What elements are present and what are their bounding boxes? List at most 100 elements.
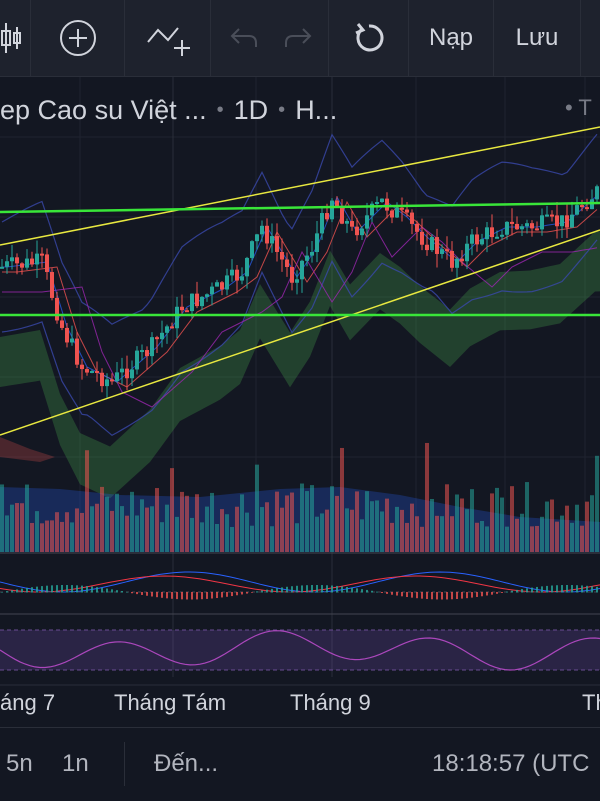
- candle-body: [455, 258, 459, 268]
- macd-histogram-bar: [596, 586, 598, 593]
- candle-body: [370, 203, 374, 216]
- ma-slow: [2, 220, 598, 408]
- volume-bar: [440, 516, 444, 552]
- macd-histogram-bar: [206, 592, 208, 599]
- candle-body: [290, 266, 294, 283]
- compare-add-button[interactable]: [31, 0, 124, 76]
- candle-body: [40, 253, 44, 256]
- volume-bar: [555, 521, 559, 552]
- macd-histogram-bar: [121, 591, 123, 593]
- macd-histogram-bar: [316, 585, 318, 593]
- macd-histogram-bar: [51, 585, 53, 593]
- macd-histogram-bar: [136, 592, 138, 595]
- volume-bar: [285, 495, 289, 552]
- macd-histogram-bar: [231, 592, 233, 597]
- candle-body: [460, 258, 464, 262]
- macd-histogram-bar: [296, 585, 298, 593]
- macd-histogram-bar: [91, 586, 93, 593]
- exchange-label: H...: [295, 94, 338, 125]
- macd-histogram-bar: [46, 585, 48, 593]
- rsi-pane: [0, 629, 600, 671]
- candle-body: [5, 261, 9, 267]
- indicator-add-icon: [146, 27, 190, 56]
- load-layout-button[interactable]: Nạp: [428, 24, 474, 51]
- redo-button[interactable]: [276, 0, 320, 76]
- plus-circle-icon: [59, 20, 96, 56]
- volume-bar: [235, 506, 239, 552]
- macd-histogram-bar: [351, 587, 353, 593]
- chart-type-button[interactable]: [0, 0, 22, 76]
- macd-histogram-bar: [96, 587, 98, 593]
- interval-label[interactable]: 1D: [233, 94, 269, 125]
- macd-histogram-bar: [16, 589, 18, 593]
- price-chart[interactable]: [0, 77, 600, 725]
- candle-body: [595, 186, 599, 200]
- volume-bar: [295, 523, 299, 552]
- candle-body: [25, 258, 29, 268]
- macd-histogram-bar: [456, 592, 458, 600]
- goto-date-button[interactable]: Đến...: [154, 750, 219, 777]
- volume-bar: [330, 486, 334, 552]
- volume-bar: [580, 525, 584, 552]
- volume-bar: [425, 442, 429, 552]
- indicator-legend-label: T: [578, 95, 592, 120]
- undo-button[interactable]: [222, 0, 266, 76]
- macd-histogram-bar: [326, 585, 328, 593]
- candle-body: [380, 198, 384, 203]
- candle-body: [310, 252, 314, 256]
- volume-bar: [260, 507, 264, 552]
- candle-body: [125, 368, 129, 379]
- save-layout-button[interactable]: Lưu: [515, 24, 559, 51]
- macd-histogram-bar: [451, 592, 453, 600]
- macd-histogram-bar: [101, 587, 103, 593]
- candle-body: [245, 257, 249, 277]
- indicator-legend[interactable]: • T: [565, 95, 592, 120]
- candle-body: [570, 214, 574, 228]
- symbol-name[interactable]: ep Cao su Việt ...: [0, 94, 207, 125]
- candle-body: [85, 369, 89, 373]
- volume-bar: [550, 499, 554, 552]
- indicators-button[interactable]: [125, 0, 210, 76]
- volume-bar: [505, 526, 509, 552]
- macd-histogram-bar: [131, 592, 133, 594]
- volume-bar: [100, 486, 104, 552]
- volume-bar: [195, 494, 199, 552]
- range-1y-button[interactable]: 1n: [62, 750, 89, 777]
- candle-body: [355, 226, 359, 236]
- macd-histogram-bar: [106, 588, 108, 593]
- macd-histogram-bar: [256, 591, 258, 593]
- macd-histogram-bar: [486, 592, 488, 596]
- volume-bar: [480, 520, 484, 552]
- candle-body: [485, 227, 489, 240]
- candle-body: [200, 296, 204, 307]
- range-5y-button[interactable]: 5n: [6, 750, 33, 777]
- macd-histogram-bar: [241, 592, 243, 595]
- reload-button[interactable]: [329, 0, 408, 76]
- volume-bar: [510, 486, 514, 552]
- candle-body: [130, 369, 134, 379]
- candle-body: [270, 236, 274, 244]
- volume-bar: [540, 516, 544, 552]
- volume-bar: [125, 515, 129, 552]
- clock-timezone[interactable]: 18:18:57 (UTC: [432, 750, 590, 777]
- candle-body: [100, 372, 104, 387]
- macd-histogram-bar: [436, 592, 438, 600]
- symbol-legend[interactable]: ep Cao su Việt ... • 1D • H...: [0, 94, 338, 125]
- volume-bar: [185, 495, 189, 552]
- volume-bar: [60, 521, 64, 552]
- candle-body: [265, 225, 269, 244]
- macd-histogram-bar: [481, 592, 483, 597]
- candle-body: [260, 225, 264, 235]
- volume-bar: [535, 525, 539, 552]
- macd-histogram-bar: [346, 586, 348, 593]
- xaxis-label-august: Tháng Tám: [114, 690, 227, 715]
- volume-bar: [380, 511, 384, 552]
- volume-bar: [400, 509, 404, 552]
- candle-body: [120, 368, 124, 373]
- macd-histogram-bar: [376, 591, 378, 593]
- volume-bar: [175, 516, 179, 552]
- volume-bar: [375, 500, 379, 552]
- macd-histogram-bar: [186, 592, 188, 600]
- xaxis-label-july: áng 7: [0, 690, 56, 715]
- volume-bar: [430, 498, 434, 552]
